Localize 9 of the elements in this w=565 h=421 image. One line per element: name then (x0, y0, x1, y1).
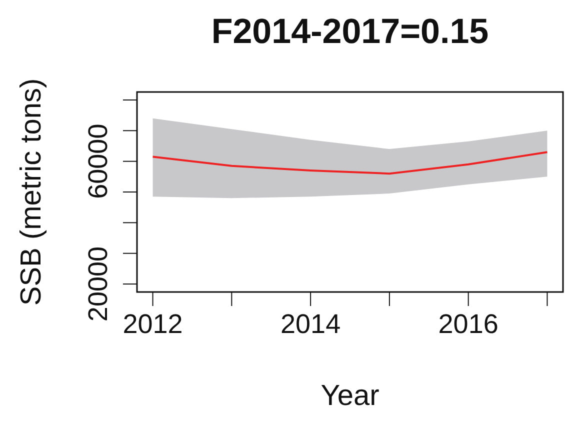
chart-title: F2014-2017=0.15 (210, 12, 490, 52)
y-axis-title: SSB (metric tons) (16, 78, 48, 306)
x-axis-title: Year (320, 380, 380, 413)
y-tick-label: 60000 (83, 124, 113, 199)
line-series (152, 151, 548, 175)
x-tick-label: 2014 (280, 309, 341, 340)
y-tick-label: 20000 (83, 246, 113, 322)
x-tick-label: 2016 (438, 309, 498, 340)
x-tick-label: 2012 (122, 309, 183, 340)
